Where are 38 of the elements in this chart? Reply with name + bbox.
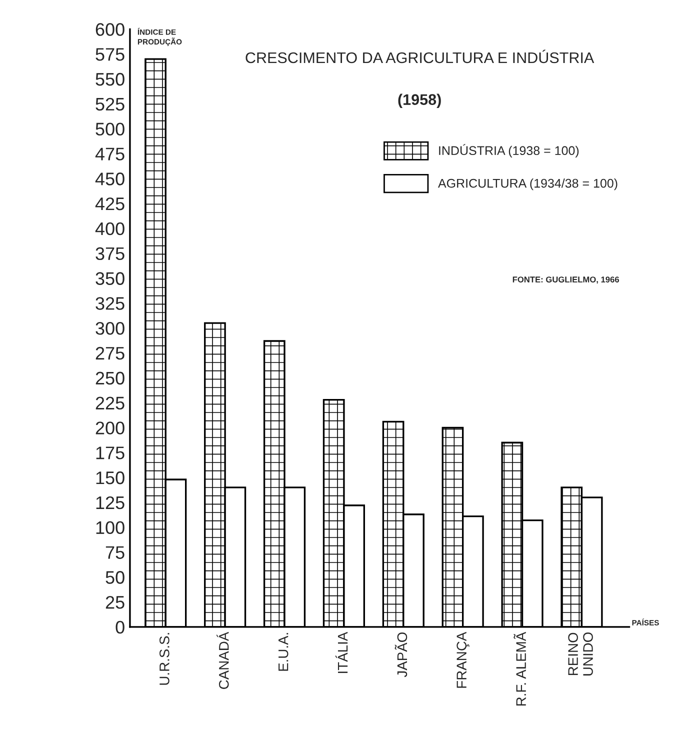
x-tick-label: JAPÃO xyxy=(394,632,408,678)
y-tick-label: 375 xyxy=(96,247,124,260)
y-tick-label: 450 xyxy=(95,172,124,186)
y-tick-label: 100 xyxy=(96,521,124,534)
x-tick-label: R.F. ALEMÃ xyxy=(514,632,526,706)
text: CRESCIMENTO DA AGRICULTURA E INDÚSTRIA xyxy=(246,50,594,64)
y-tick-label: 0 xyxy=(116,620,124,634)
annotation: FONTE: GUGLIELMO, 1966 xyxy=(512,276,619,284)
y-tick-label: 500 xyxy=(96,122,124,136)
x-tick-label: REINO UNIDO xyxy=(568,632,593,676)
y-tick-label: 225 xyxy=(96,396,124,410)
y-tick-label: 400 xyxy=(95,222,124,236)
y-tick-label: 425 xyxy=(95,197,124,210)
y-tick-label: 200 xyxy=(96,422,124,434)
y-tick-label: 350 xyxy=(96,272,124,285)
legend-label: INDÚSTRIA (1938 = 100) xyxy=(439,144,579,158)
x-tick-label: U.R.S.S. xyxy=(160,633,170,685)
y-tick-label: 50 xyxy=(106,571,124,584)
x-tick-label: CANADÁ xyxy=(216,632,229,689)
y-tick-label: 25 xyxy=(106,596,124,609)
y-tick-label: 275 xyxy=(96,346,124,360)
y-tick-label: 600 xyxy=(96,23,124,36)
y-tick-label: 250 xyxy=(96,372,124,385)
x-tick-label: FRANÇA xyxy=(456,632,470,688)
y-tick-label: 475 xyxy=(95,148,124,160)
y-tick-label: 575 xyxy=(96,48,124,61)
y-tick-label: 300 xyxy=(96,322,124,335)
y-tick-label: 125 xyxy=(96,496,124,510)
x-tick-label: ITÁLIA xyxy=(336,632,348,673)
x-tick-label: E.U.A. xyxy=(278,633,288,671)
y-tick-label: 175 xyxy=(96,446,124,460)
legend-label: AGRICULTURA (1934/38 = 100) xyxy=(438,178,618,190)
y-tick-label: 150 xyxy=(96,471,124,484)
text: (1958) xyxy=(398,94,441,108)
y-tick-label: 325 xyxy=(96,297,124,310)
y-tick-label: 75 xyxy=(106,546,124,559)
y-tick-label: 550 xyxy=(96,72,124,86)
y-tick-label: 525 xyxy=(96,98,124,111)
